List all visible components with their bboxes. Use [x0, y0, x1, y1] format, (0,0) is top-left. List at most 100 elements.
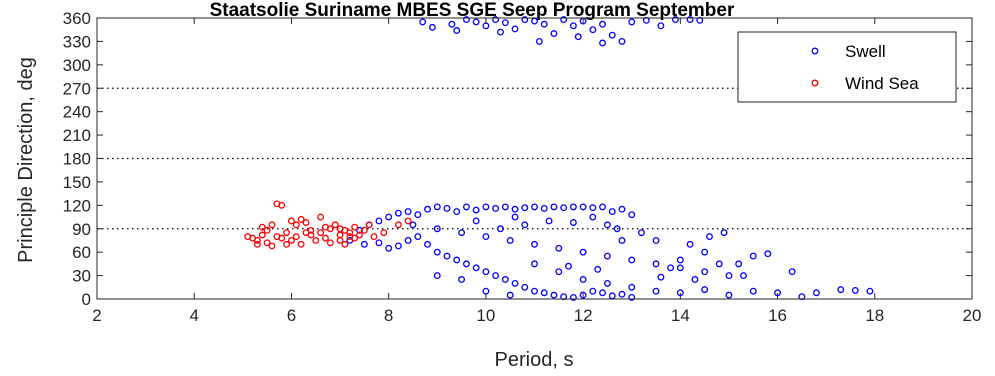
swell-point	[701, 286, 709, 294]
swell-point	[492, 272, 500, 280]
swell-point	[360, 240, 368, 248]
wind-sea-point	[341, 240, 349, 248]
swell-point	[603, 221, 611, 229]
swell-point	[837, 286, 845, 294]
swell-point	[628, 283, 636, 291]
swell-point	[511, 213, 519, 221]
swell-point	[628, 211, 636, 219]
swell-point	[472, 206, 480, 214]
swell-point	[851, 286, 859, 294]
swell-point	[458, 276, 466, 283]
swell-point	[448, 20, 456, 28]
swell-point	[511, 25, 519, 33]
swell-point	[599, 39, 607, 47]
swell-point	[599, 203, 607, 211]
swell-point	[764, 250, 772, 258]
swell-point	[555, 244, 563, 252]
swell-point	[686, 240, 694, 248]
wind-sea-point	[258, 231, 266, 239]
wind-sea-point	[278, 201, 286, 209]
swell-point	[603, 252, 611, 260]
swell-point	[618, 37, 626, 45]
wind-sea-point	[268, 242, 276, 250]
wind-sea-point	[278, 234, 286, 242]
wind-sea-point	[351, 234, 359, 242]
swell-point	[603, 279, 611, 287]
y-tick-label: 270	[63, 79, 91, 98]
swell-point	[482, 233, 490, 241]
swell-point	[501, 19, 509, 27]
legend: Swell Wind Sea	[737, 31, 957, 103]
swell-point	[676, 256, 684, 264]
x-tick-label: 4	[189, 306, 198, 325]
y-axis-ticks: 0 30 60 90 120 150 180 210 240 270 300 330 360	[63, 9, 972, 309]
wind-sea-point	[268, 221, 276, 229]
swell-point	[531, 240, 538, 248]
swell-point	[618, 237, 626, 244]
wind-sea-point	[356, 231, 363, 239]
swell-point	[540, 289, 548, 297]
swell-point	[462, 16, 470, 24]
x-axis-label: Period, s	[495, 349, 574, 371]
swell-point	[404, 208, 412, 216]
swell-point	[676, 264, 684, 272]
swell-point	[560, 16, 568, 24]
swell-point	[521, 204, 529, 212]
swell-point	[433, 272, 441, 280]
swell-point	[385, 213, 393, 221]
swell-point	[506, 291, 514, 299]
swell-point	[501, 203, 509, 211]
wind-sea-point	[297, 240, 305, 248]
x-axis-ticks: 2 4 6 8 10 12 14 16 18 20	[92, 18, 981, 325]
swell-point	[433, 225, 441, 233]
swell-point	[550, 291, 558, 299]
swell-point	[501, 276, 509, 283]
swell-point	[394, 242, 402, 250]
wind-sea-point	[287, 217, 295, 225]
swell-point	[686, 16, 694, 24]
swell-point	[409, 221, 417, 229]
swell-point	[521, 221, 529, 229]
wind-sea-point	[380, 229, 388, 237]
swell-point	[472, 217, 480, 225]
wind-sea-point	[404, 217, 412, 225]
y-tick-label: 150	[63, 173, 91, 192]
swell-point	[550, 30, 558, 38]
swell-point	[492, 16, 500, 24]
swell-point	[521, 283, 529, 291]
wind-sea-point	[302, 229, 310, 237]
swell-point	[652, 287, 660, 295]
wind-sea-point	[360, 226, 368, 234]
wind-sea-point	[322, 234, 329, 242]
x-tick-label: 2	[92, 306, 101, 325]
swell-point	[735, 260, 743, 268]
wind-sea-point	[317, 213, 325, 221]
legend-box	[737, 31, 957, 103]
swell-point	[749, 287, 757, 295]
swell-point	[628, 256, 636, 264]
wind-sea-point	[326, 239, 334, 247]
swell-point	[453, 27, 461, 34]
y-tick-label: 90	[72, 220, 91, 239]
swell-point	[589, 26, 597, 34]
x-tick-label: 16	[768, 306, 787, 325]
wind-sea-point	[336, 237, 344, 244]
y-tick-label: 330	[63, 32, 91, 51]
swell-point	[414, 233, 422, 241]
swell-point	[637, 229, 645, 237]
swell-point	[618, 205, 626, 213]
swell-point	[715, 260, 723, 268]
y-tick-label: 120	[63, 196, 91, 215]
swell-point	[482, 203, 490, 211]
swell-point	[701, 268, 709, 276]
x-tick-label: 18	[865, 306, 884, 325]
swell-point	[725, 272, 733, 280]
swell-point	[482, 268, 490, 276]
swell-point	[657, 22, 665, 30]
x-tick-label: 20	[963, 306, 982, 325]
swell-point	[652, 237, 660, 244]
swell-point	[706, 233, 713, 241]
wind-sea-point	[317, 229, 325, 237]
swell-point	[511, 279, 519, 287]
swell-point	[433, 203, 441, 211]
